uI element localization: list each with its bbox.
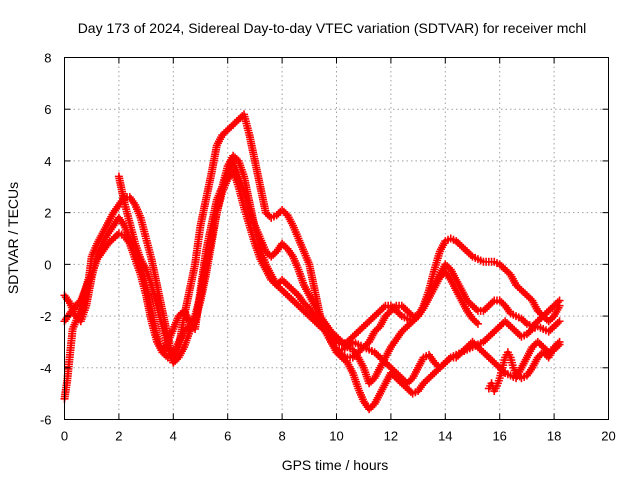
series-track-3 — [60, 167, 564, 414]
y-tick-label: -2 — [40, 309, 52, 324]
y-tick-labels: -6 -4 -2 0 2 4 6 8 — [40, 51, 52, 428]
data-point — [466, 250, 475, 259]
data-point — [555, 296, 564, 305]
x-tick-label: 2 — [115, 429, 122, 444]
x-tick-label: 6 — [224, 429, 231, 444]
data-point — [406, 310, 415, 319]
x-tick-label: 14 — [438, 429, 452, 444]
x-tick-label: 10 — [329, 429, 343, 444]
x-tick-labels: 0 2 4 6 8 10 12 14 16 18 20 — [61, 429, 616, 444]
data-point — [521, 318, 530, 327]
y-tick-label: 2 — [44, 206, 51, 221]
x-tick-label: 4 — [170, 429, 177, 444]
y-tick-label: -6 — [40, 413, 52, 428]
data-point — [330, 336, 339, 345]
data-point — [555, 317, 564, 326]
series-track-6 — [484, 337, 564, 396]
x-tick-label: 12 — [384, 429, 398, 444]
data-point — [553, 298, 562, 307]
y-tick-label: 0 — [44, 257, 51, 272]
data-point — [472, 305, 481, 314]
y-tick-label: 6 — [44, 102, 51, 117]
x-tick-label: 18 — [547, 429, 561, 444]
data-point — [555, 337, 564, 346]
data-point — [526, 326, 535, 335]
x-tick-label: 16 — [492, 429, 506, 444]
x-tick-label: 8 — [278, 429, 285, 444]
data-point — [553, 339, 562, 348]
y-tick-label: -4 — [40, 361, 52, 376]
chart-title: Day 173 of 2024, Sidereal Day-to-day VTE… — [78, 20, 587, 36]
y-axis-label: SDTVAR / TECUs — [5, 182, 21, 294]
data-marks — [60, 110, 564, 414]
data-point — [473, 319, 482, 328]
data-point — [488, 298, 497, 307]
x-axis-label: GPS time / hours — [282, 457, 389, 473]
data-point — [379, 303, 388, 312]
data-point — [472, 318, 481, 327]
y-tick-label: 8 — [44, 51, 51, 66]
series-track-4 — [114, 151, 482, 367]
x-tick-label: 0 — [61, 429, 68, 444]
data-point — [553, 318, 562, 327]
data-point — [444, 355, 453, 364]
x-tick-label: 20 — [601, 429, 615, 444]
axis-ticks — [64, 57, 609, 420]
data-point — [395, 310, 404, 319]
y-tick-label: 4 — [44, 154, 51, 169]
